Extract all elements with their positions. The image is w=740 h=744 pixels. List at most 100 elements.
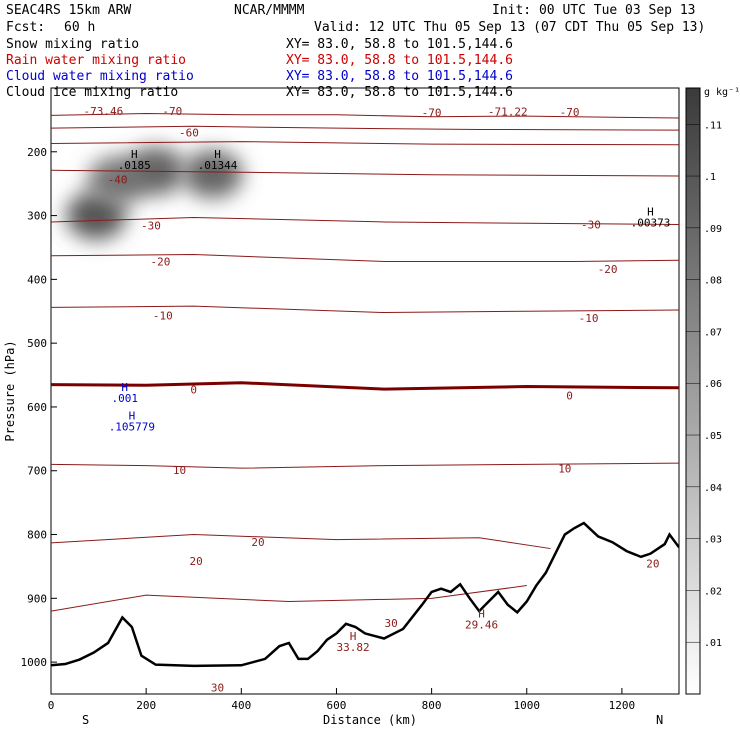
contour-label: 20 <box>189 555 202 568</box>
colorbar-tick-label: .1 <box>704 172 716 183</box>
contour-label: 10 <box>173 464 186 477</box>
extremum-marker: H <box>121 381 128 394</box>
header-valid: Valid: 12 UTC Thu 05 Sep 13 (07 CDT Thu … <box>314 20 705 35</box>
extremum-value: .105779 <box>109 421 155 434</box>
contour-label: -73.46 <box>83 105 123 118</box>
plot-area: -73.46 -70 -70 -71.22 -70 -60 -40 -30 -30 -20 -20 -… <box>51 105 679 694</box>
extremum-marker: H <box>478 607 485 620</box>
contour-label: -20 <box>150 255 170 268</box>
x-tick-label: 0 <box>48 699 55 712</box>
extremum-marker: H <box>129 410 136 423</box>
contour-label: 30 <box>385 617 398 630</box>
contour-label: 0 <box>566 389 573 402</box>
header-model: SEAC4RS 15km ARW <box>6 3 131 18</box>
extremum-marker: H <box>214 148 221 161</box>
colorbar-tick-label: .03 <box>704 535 722 546</box>
temperature-contour <box>51 113 679 119</box>
legend-label: Snow mixing ratio <box>6 37 139 52</box>
contour-label: 10 <box>558 463 571 476</box>
direction-right: N <box>656 713 663 727</box>
x-axis-label: Distance (km) <box>323 713 417 727</box>
header-init: Init: 00 UTC Tue 03 Sep 13 <box>492 3 696 18</box>
contour-label: 0 <box>190 384 197 397</box>
contour-label: -71.22 <box>488 105 528 118</box>
legend-xy: XY= 83.0, 58.8 to 101.5,144.6 <box>286 85 513 100</box>
temperature-contour <box>51 462 679 469</box>
extremum-value: 33.82 <box>337 641 370 654</box>
contour-label: 20 <box>646 558 659 571</box>
colorbar-tick-label: .02 <box>704 586 722 597</box>
y-tick-label: 800 <box>27 529 47 542</box>
colorbar-tick-label: .01 <box>704 638 722 649</box>
temperature-contour <box>51 216 679 226</box>
axes: 0 200 400 600 800 1000 12002003004005006007008… <box>21 146 636 712</box>
header-fcst-value: 60 h <box>64 20 95 35</box>
contour-label: -60 <box>179 126 199 139</box>
x-tick-label: 1000 <box>514 699 541 712</box>
direction-left: S <box>82 713 89 727</box>
y-tick-label: 300 <box>27 210 47 223</box>
contour-label: -70 <box>422 107 442 120</box>
contour-label: -40 <box>108 174 128 187</box>
header-fcst-label: Fcst: <box>6 20 45 35</box>
colorbar-tick-label: .04 <box>704 483 722 494</box>
x-tick-label: 600 <box>327 699 347 712</box>
plot-frame <box>50 87 680 695</box>
colorbar: g kg⁻¹ .01 .02 .03 .04 .05 .06 .07 .08 .09 .1 .11 <box>685 87 740 695</box>
contour-label: -30 <box>141 220 161 233</box>
temperature-contour <box>51 169 679 177</box>
extremum-value: .001 <box>111 392 138 405</box>
y-tick-label: 900 <box>27 592 47 605</box>
x-tick-label: 1200 <box>609 699 636 712</box>
temperature-contour <box>51 534 551 550</box>
contour-label: 20 <box>251 536 264 549</box>
colorbar-tick-label: .11 <box>704 120 722 131</box>
extremum-marker: H <box>131 148 138 161</box>
contour-label: -70 <box>162 105 182 118</box>
y-tick-label: 600 <box>27 401 47 414</box>
temperature-contour <box>51 305 679 314</box>
extremum-marker: H <box>350 630 357 643</box>
y-tick-label: 400 <box>27 273 47 286</box>
temperature-contour <box>51 253 679 263</box>
colorbar-gradient <box>685 87 701 695</box>
y-tick-label: 200 <box>27 146 47 159</box>
temperature-contour <box>51 381 679 391</box>
y-tick-label: 1000 <box>21 656 48 669</box>
contour-label: -20 <box>598 263 618 276</box>
colorbar-tick-label: .06 <box>704 379 722 390</box>
colorbar-unit: g kg⁻¹ <box>704 87 740 98</box>
legend-xy: XY= 83.0, 58.8 to 101.5,144.6 <box>286 69 513 84</box>
legend-label: Cloud ice mixing ratio <box>6 85 178 100</box>
extremum-value: 29.46 <box>465 618 498 631</box>
x-tick-label: 400 <box>231 699 251 712</box>
x-tick-label: 200 <box>136 699 156 712</box>
y-tick-label: 500 <box>27 337 47 350</box>
extremum-value: .0185 <box>118 159 151 172</box>
y-axis-label: Pressure (hPa) <box>3 340 17 441</box>
colorbar-tick-label: .05 <box>704 431 722 442</box>
temperature-contour <box>51 141 679 146</box>
legend-label: Cloud water mixing ratio <box>6 69 194 84</box>
temperature-contour <box>51 585 527 612</box>
extremum-value: .01344 <box>198 159 238 172</box>
legend-label: Rain water mixing ratio <box>6 53 186 68</box>
extremum-marker: H <box>647 206 654 219</box>
header-org: NCAR/MMMM <box>234 3 305 18</box>
contour-label: -10 <box>579 312 599 325</box>
legend-xy: XY= 83.0, 58.8 to 101.5,144.6 <box>286 37 513 52</box>
colorbar-tick-label: .07 <box>704 327 722 338</box>
contour-label: 30 <box>211 681 224 694</box>
legend: Snow mixing ratio XY= 83.0, 58.8 to 101.5… <box>6 37 513 100</box>
contour-label: -10 <box>153 310 173 323</box>
x-tick-label: 800 <box>422 699 442 712</box>
colorbar-tick-label: .09 <box>704 224 722 235</box>
extremum-value: .00373 <box>631 217 671 230</box>
contour-label: -70 <box>560 106 580 119</box>
colorbar-tick-label: .08 <box>704 276 722 287</box>
legend-xy: XY= 83.0, 58.8 to 101.5,144.6 <box>286 53 513 68</box>
cloud-ice-shading <box>182 150 243 199</box>
y-tick-label: 700 <box>27 465 47 478</box>
